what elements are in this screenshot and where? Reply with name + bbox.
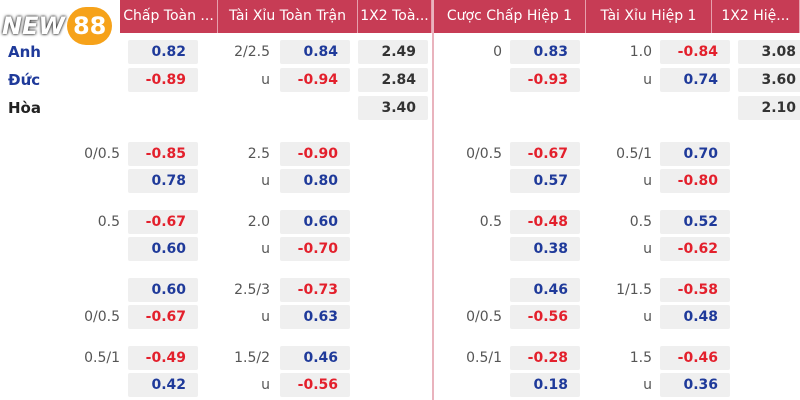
handicap-label: 2.5	[247, 146, 270, 162]
column-header: Chấp Toàn ...	[120, 0, 218, 33]
odds-button[interactable]: 0.46	[280, 346, 350, 370]
team-name: Hòa	[8, 99, 41, 117]
odds-button[interactable]: 0.60	[128, 237, 198, 261]
handicap-label: u	[643, 173, 652, 189]
odds-button[interactable]: -0.58	[660, 278, 730, 302]
odds-button[interactable]: 0.60	[128, 278, 198, 302]
odds-button[interactable]: 0.78	[128, 169, 198, 193]
column-header: Tài Xỉu Toàn Trận	[218, 0, 358, 33]
handicap-label: 0.5/1	[616, 146, 652, 162]
handicap-label: 1.0	[629, 44, 652, 60]
handicap-label: u	[261, 309, 270, 325]
odds-button[interactable]: 0.18	[510, 373, 580, 397]
odds-button[interactable]: -0.67	[128, 210, 198, 234]
odds-button[interactable]: -0.84	[660, 40, 730, 64]
logo-text: NEW	[2, 12, 65, 40]
odds-button[interactable]: -0.49	[128, 346, 198, 370]
odds-button[interactable]: 2.49	[358, 40, 428, 64]
handicap-label: 0	[493, 44, 502, 60]
odds-button[interactable]: 0.74	[660, 68, 730, 92]
team-name: Đức	[8, 71, 41, 89]
odds-button[interactable]: -0.67	[510, 142, 580, 166]
odds-button[interactable]: -0.89	[128, 68, 198, 92]
team-name: Anh	[8, 43, 41, 61]
divider	[432, 0, 434, 400]
odds-button[interactable]: -0.62	[660, 237, 730, 261]
handicap-label: u	[261, 241, 270, 257]
odds-button[interactable]: 0.84	[280, 40, 350, 64]
odds-button[interactable]: 3.60	[738, 68, 800, 92]
column-header: 1X2 Hiệ...	[712, 0, 800, 33]
handicap-label: u	[643, 241, 652, 257]
handicap-label: u	[261, 72, 270, 88]
odds-button[interactable]: 0.57	[510, 169, 580, 193]
handicap-label: 0/0.5	[84, 309, 120, 325]
odds-button[interactable]: 0.60	[280, 210, 350, 234]
odds-button[interactable]: -0.70	[280, 237, 350, 261]
handicap-label: 0.5/1	[466, 350, 502, 366]
odds-button[interactable]: 0.52	[660, 210, 730, 234]
odds-button[interactable]: -0.46	[660, 346, 730, 370]
column-header: Cược Chấp Hiệp 1	[434, 0, 586, 33]
handicap-label: 0/0.5	[84, 146, 120, 162]
odds-button[interactable]: -0.80	[660, 169, 730, 193]
handicap-label: 0.5/1	[84, 350, 120, 366]
odds-button[interactable]: -0.93	[510, 68, 580, 92]
odds-button[interactable]: 0.80	[280, 169, 350, 193]
odds-button[interactable]: 0.36	[660, 373, 730, 397]
handicap-label: 2.0	[247, 214, 270, 230]
odds-button[interactable]: 0.63	[280, 305, 350, 329]
handicap-label: 1.5	[629, 350, 652, 366]
handicap-label: 0/0.5	[466, 309, 502, 325]
odds-button[interactable]: -0.85	[128, 142, 198, 166]
odds-button[interactable]: 3.08	[738, 40, 800, 64]
odds-button[interactable]: -0.73	[280, 278, 350, 302]
odds-button[interactable]: 0.70	[660, 142, 730, 166]
odds-button[interactable]: 2.10	[738, 96, 800, 120]
logo: NEW 88	[2, 6, 113, 46]
handicap-label: u	[261, 377, 270, 393]
odds-button[interactable]: -0.56	[280, 373, 350, 397]
handicap-label: 0.5	[479, 214, 502, 230]
handicap-label: u	[643, 72, 652, 88]
handicap-label: u	[643, 377, 652, 393]
handicap-label: u	[643, 309, 652, 325]
column-header: Tài Xỉu Hiệp 1	[586, 0, 712, 33]
odds-button[interactable]: 0.48	[660, 305, 730, 329]
odds-button[interactable]: 0.82	[128, 40, 198, 64]
odds-button[interactable]: -0.90	[280, 142, 350, 166]
handicap-label: u	[261, 173, 270, 189]
odds-button[interactable]: -0.28	[510, 346, 580, 370]
odds-button[interactable]: -0.67	[128, 305, 198, 329]
odds-button[interactable]: 0.42	[128, 373, 198, 397]
handicap-label: 1/1.5	[616, 282, 652, 298]
handicap-label: 0.5	[629, 214, 652, 230]
column-header: 1X2 Toà...	[358, 0, 432, 33]
odds-button[interactable]: 0.38	[510, 237, 580, 261]
handicap-label: 2.5/3	[234, 282, 270, 298]
handicap-label: 1.5/2	[234, 350, 270, 366]
odds-button[interactable]: 3.40	[358, 96, 428, 120]
odds-button[interactable]: 0.46	[510, 278, 580, 302]
odds-button[interactable]: 0.83	[510, 40, 580, 64]
odds-button[interactable]: 2.84	[358, 68, 428, 92]
odds-button[interactable]: -0.48	[510, 210, 580, 234]
handicap-label: 0.5	[97, 214, 120, 230]
handicap-label: 0/0.5	[466, 146, 502, 162]
odds-button[interactable]: -0.94	[280, 68, 350, 92]
handicap-label: 2/2.5	[234, 44, 270, 60]
odds-button[interactable]: -0.56	[510, 305, 580, 329]
logo-number: 88	[66, 7, 113, 45]
